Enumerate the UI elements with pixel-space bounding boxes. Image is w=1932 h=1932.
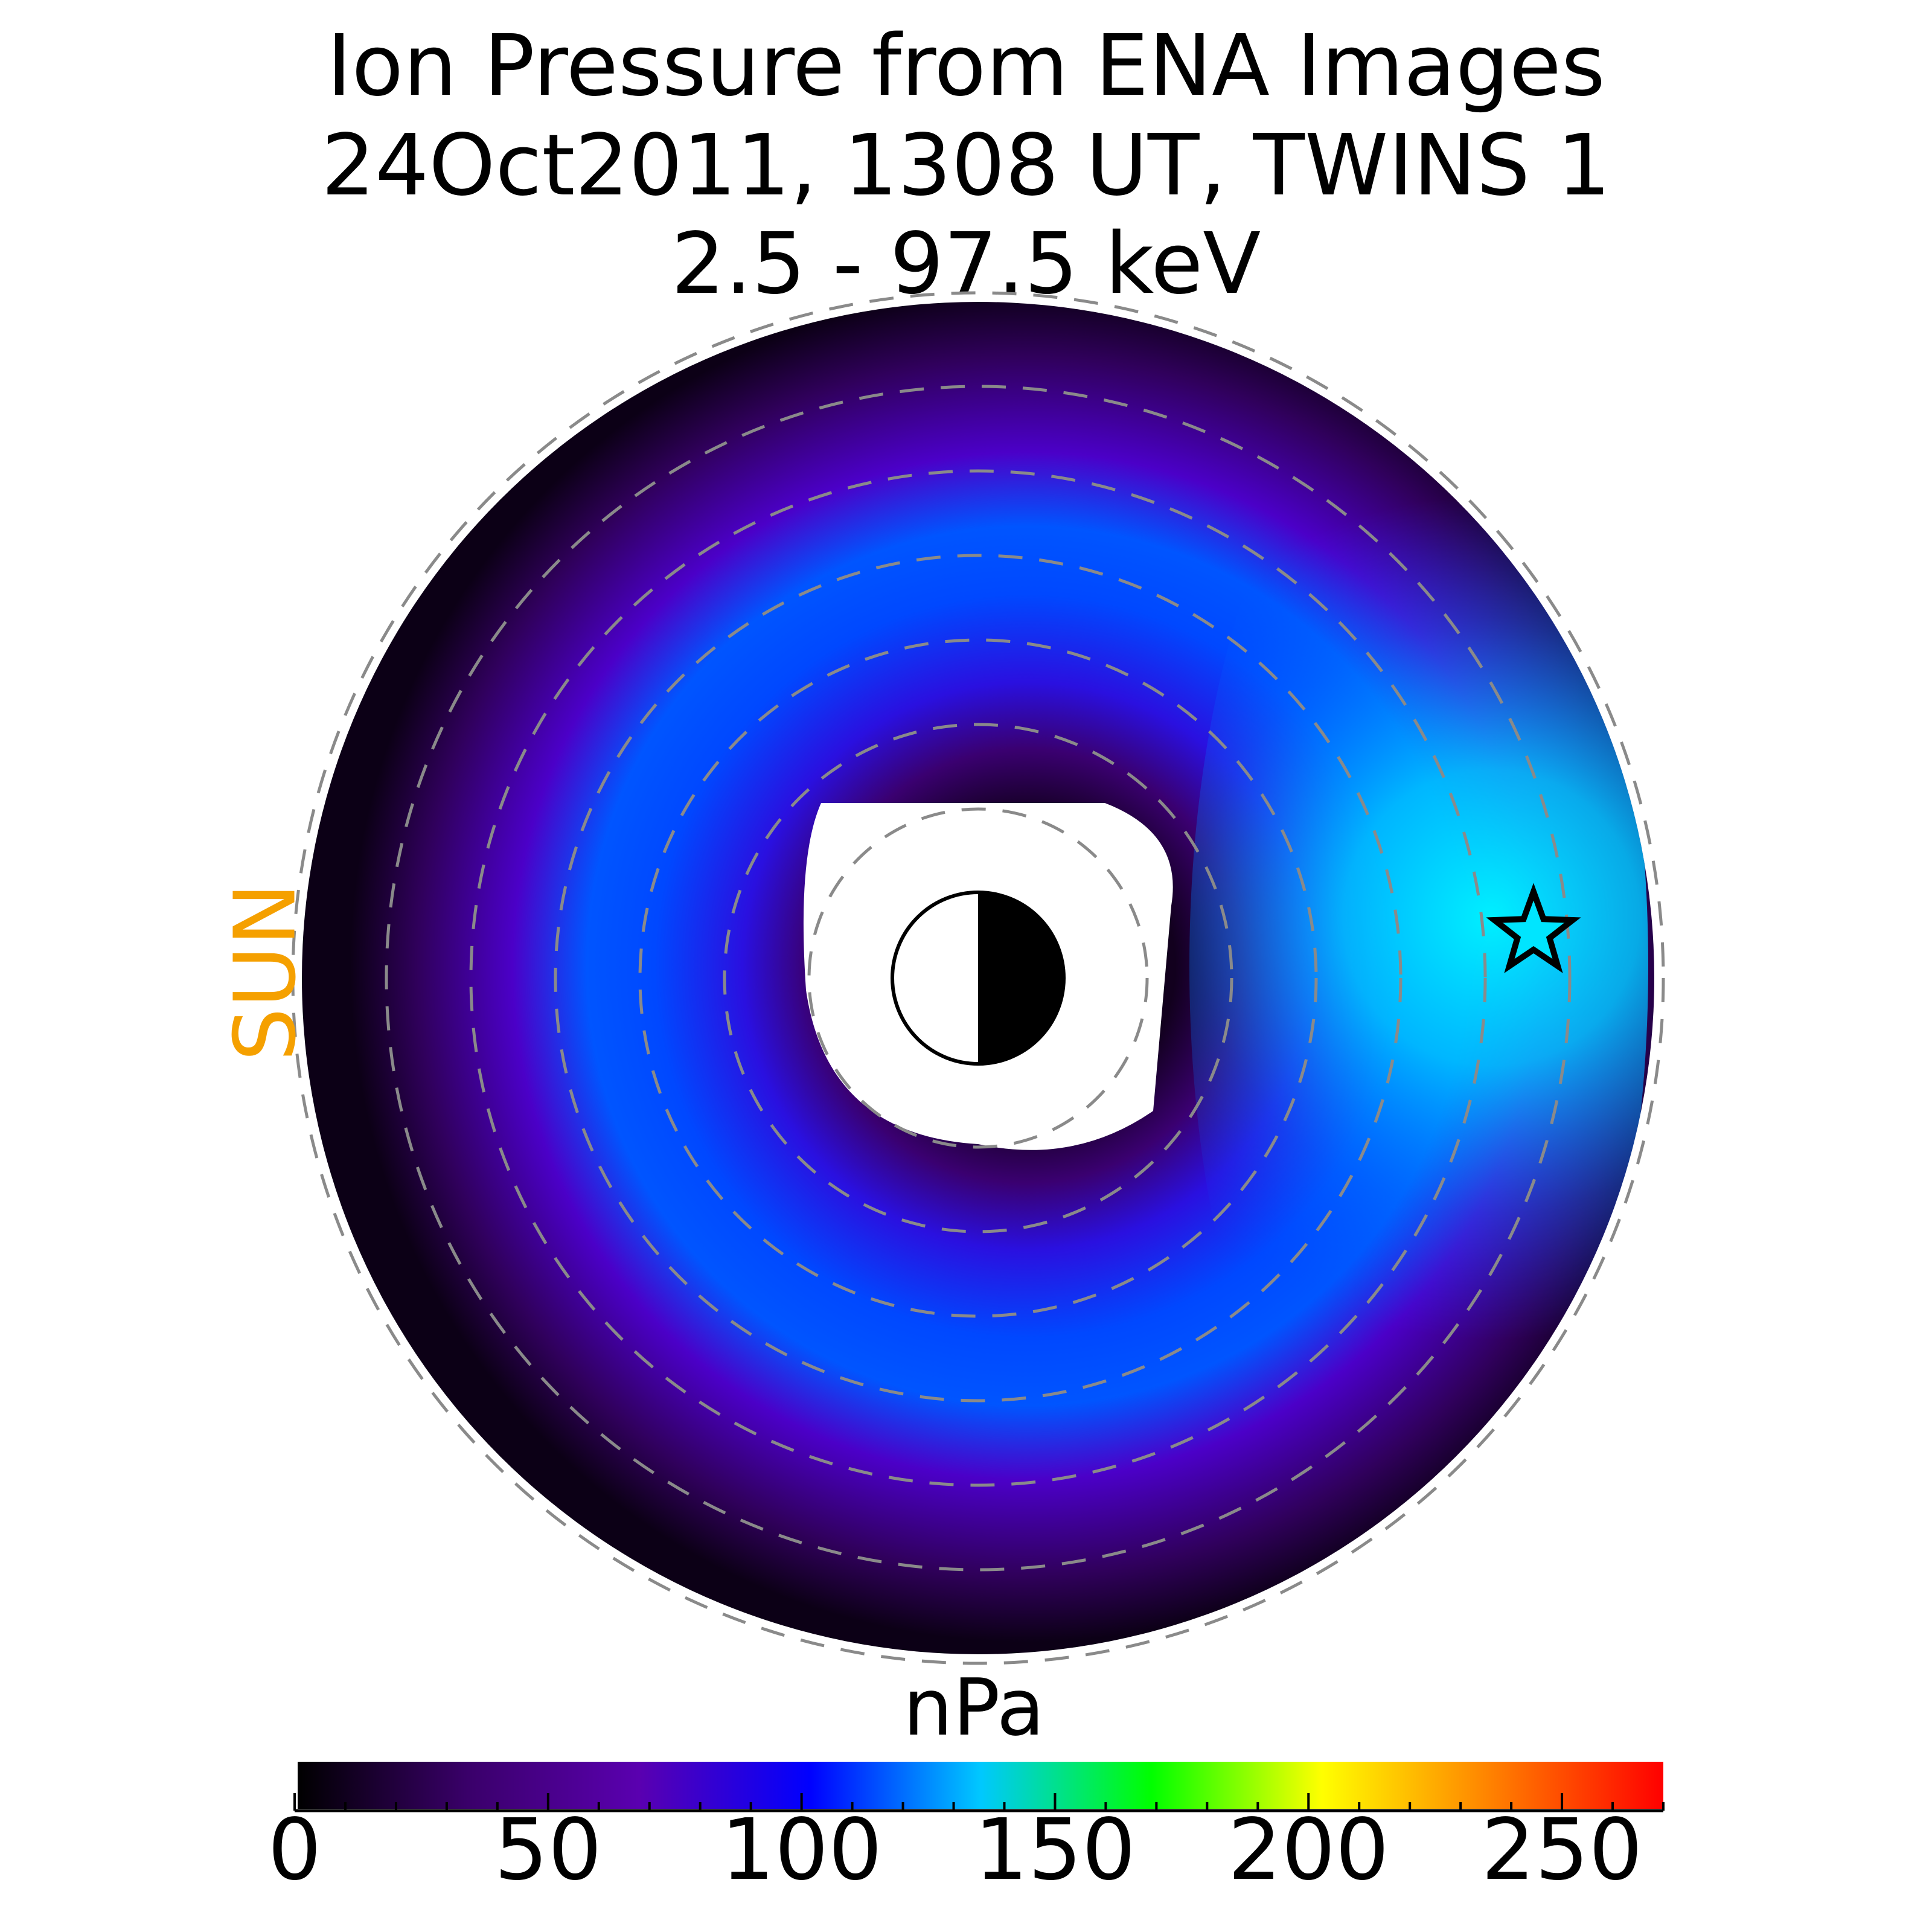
range-circle-2re [807, 807, 1149, 1149]
colorbar-tick-label-250: 250 [1481, 1801, 1643, 1899]
colorbar-tick-label-150: 150 [974, 1801, 1136, 1899]
colorbar-tick-label-200: 200 [1227, 1801, 1389, 1899]
earth-icon [891, 891, 1066, 1066]
satellite-star-icon [1486, 883, 1581, 973]
colorbar-unit-label: nPa [903, 1662, 1045, 1753]
colorbar-gradient [298, 1762, 1663, 1809]
chart-title-line-2: 24Oct2011, 1308 UT, TWINS 1 [321, 117, 1611, 215]
range-circle-3re [723, 723, 1233, 1233]
colorbar-ticks [293, 1793, 1665, 1811]
range-circle-5re [554, 554, 1403, 1403]
colorbar-tick-label-50: 50 [494, 1801, 602, 1899]
range-circle-6re [469, 469, 1487, 1487]
colorbar-tick-label-0: 0 [267, 1801, 322, 1899]
colorbar [293, 1762, 1665, 1812]
range-circle-7re [385, 385, 1572, 1572]
range-circle-4re [638, 638, 1318, 1318]
dusk-pressure-peak [1189, 392, 1648, 1540]
dashed-range-circles [291, 291, 1665, 1665]
sun-direction-label: SUN [216, 882, 315, 1062]
range-circle-8re [291, 291, 1665, 1665]
chart-title-line-1: Ion Pressure from ENA Images [327, 17, 1605, 115]
colorbar-tick-label-100: 100 [721, 1801, 883, 1899]
